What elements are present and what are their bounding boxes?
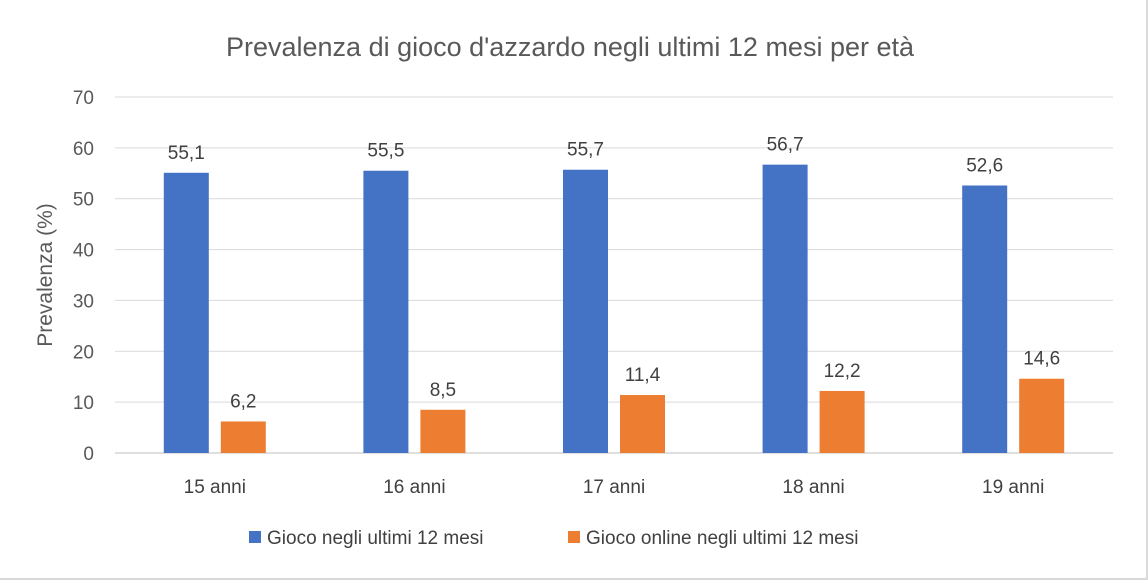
bar	[420, 409, 466, 453]
legend-label: Gioco online negli ultimi 12 mesi	[586, 528, 858, 549]
bar	[1019, 378, 1065, 453]
legend-label: Gioco negli ultimi 12 mesi	[267, 528, 483, 549]
x-tick-label: 19 anni	[982, 477, 1044, 498]
y-tick-label: 20	[73, 342, 94, 363]
y-axis-label: Prevalenza (%)	[34, 203, 57, 347]
data-label: 14,6	[1023, 349, 1060, 370]
data-label: 55,1	[168, 143, 205, 164]
data-label: 52,6	[966, 155, 1003, 176]
bar	[163, 172, 209, 453]
y-tick-label: 10	[73, 393, 94, 414]
y-axis-ticks: 0 10 20 30 40 50 60 70	[73, 88, 94, 465]
x-tick-label: 16 anni	[383, 477, 445, 498]
x-tick-label: 18 anni	[782, 477, 844, 498]
bar	[620, 395, 665, 453]
bar	[762, 164, 808, 453]
x-tick-label: 15 anni	[184, 477, 246, 498]
y-tick-label: 50	[73, 190, 94, 211]
bar	[363, 170, 409, 453]
data-label: 55,7	[567, 140, 604, 161]
bar	[220, 421, 266, 453]
legend-swatch	[249, 531, 261, 543]
bars	[163, 164, 1065, 453]
y-tick-label: 60	[73, 139, 94, 160]
bar	[962, 185, 1008, 453]
x-axis-ticks: 15 anni 16 anni 17 anni 18 anni 19 anni	[184, 477, 1045, 498]
data-label: 6,2	[230, 391, 256, 412]
legend-swatch	[568, 531, 580, 543]
data-label: 56,7	[767, 135, 804, 156]
gridlines	[115, 96, 1113, 454]
data-label: 11,4	[625, 365, 661, 386]
data-label: 55,5	[367, 141, 404, 162]
y-tick-label: 70	[73, 88, 94, 109]
legend: Gioco negli ultimi 12 mesi Gioco online n…	[249, 528, 858, 549]
bar	[563, 169, 608, 453]
x-tick-label: 17 anni	[583, 477, 645, 498]
y-tick-label: 0	[83, 444, 94, 465]
y-tick-label: 30	[73, 291, 94, 312]
chart-title: Prevalenza di gioco d'azzardo negli ulti…	[226, 32, 915, 62]
y-tick-label: 40	[73, 241, 94, 262]
data-labels: 55,1 6,2 55,5 8,5 55,7 11,4 56,7 12,2 52,6 14,6	[168, 135, 1060, 413]
bar	[819, 390, 865, 453]
data-label: 12,2	[824, 361, 861, 382]
data-label: 8,5	[430, 380, 456, 401]
